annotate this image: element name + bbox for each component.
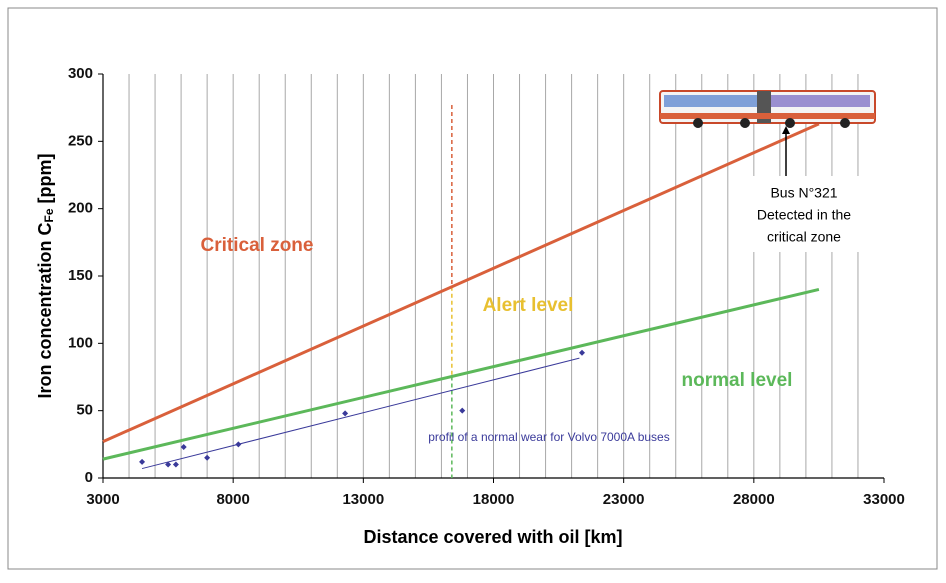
x-tick-label: 13000	[342, 491, 384, 508]
annotation: profil of a normal wear for Volvo 7000A …	[428, 430, 669, 444]
grid	[98, 73, 885, 483]
bus-note-box	[741, 176, 869, 252]
data-point	[342, 410, 349, 417]
annotation: normal level	[682, 370, 793, 391]
y-label-main: Iron concentration C	[35, 222, 55, 398]
y-tick-label: 200	[68, 200, 93, 217]
bus-icon	[659, 90, 876, 176]
y-label-sub: Fe	[42, 208, 56, 222]
y-label-unit: [ppm]	[35, 153, 55, 208]
data-point	[235, 441, 242, 448]
x-tick-label: 23000	[603, 491, 645, 508]
y-axis-label: Iron concentration CFe [ppm]	[35, 153, 56, 398]
x-tick-label: 8000	[216, 491, 249, 508]
line	[102, 288, 820, 461]
data-point	[139, 458, 146, 465]
data-point	[459, 407, 466, 414]
annotation: Bus N°321	[770, 185, 837, 201]
x-axis-label: Distance covered with oil [km]	[363, 527, 622, 547]
x-tick-label: 33000	[863, 491, 905, 508]
x-tick-label: 3000	[86, 491, 119, 508]
y-tick-label: 50	[76, 402, 93, 419]
y-tick-label: 0	[85, 469, 93, 486]
annotation: Critical zone	[201, 235, 314, 256]
x-tick-label: 18000	[473, 491, 515, 508]
line	[141, 357, 580, 470]
data-point	[180, 444, 187, 451]
annotation: Alert level	[483, 295, 574, 316]
data-point	[204, 454, 211, 461]
data-point	[172, 461, 179, 468]
annotation: Detected in the	[757, 207, 851, 223]
data-point	[165, 461, 172, 468]
y-tick-label: 150	[68, 267, 93, 284]
line	[102, 122, 820, 444]
annotation: critical zone	[767, 229, 841, 245]
y-tick-label: 300	[68, 65, 93, 82]
marks	[102, 104, 820, 478]
data-point	[579, 349, 586, 356]
y-tick-label: 250	[68, 132, 93, 149]
y-tick-label: 100	[68, 334, 93, 351]
x-tick-label: 28000	[733, 491, 775, 508]
